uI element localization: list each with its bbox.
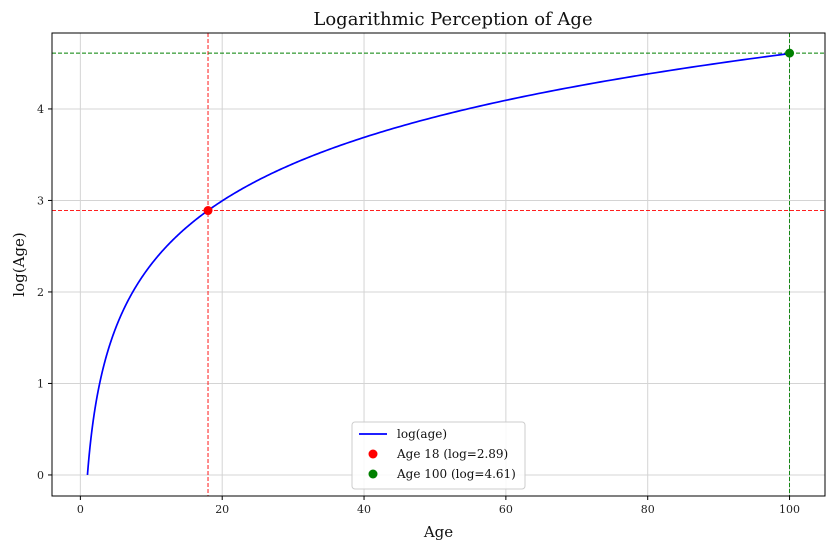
highlight-point-2	[785, 48, 795, 58]
y-tick-label: 0	[37, 469, 44, 482]
points-layer	[203, 48, 795, 216]
legend: log(age) Age 18 (log=2.89) Age 100 (log=4.…	[351, 421, 526, 490]
legend-label-log-age: log(age)	[397, 427, 447, 441]
y-tick-label: 1	[37, 377, 44, 390]
ticks: 0 20 40 60 80 100 0 1 2 3 4	[37, 103, 800, 516]
y-tick-label: 4	[37, 103, 44, 116]
x-tick-label: 60	[499, 503, 513, 516]
series-line-log-age	[86, 52, 790, 476]
legend-label-point-1: Age 18 (log=2.89)	[396, 447, 508, 461]
x-tick-label: 0	[77, 503, 84, 516]
legend-label-point-2: Age 100 (log=4.61)	[396, 467, 516, 481]
legend-marker-2	[368, 469, 378, 479]
y-tick-label: 2	[37, 286, 44, 299]
legend-marker-1	[368, 449, 378, 459]
y-axis-label: log(Age)	[10, 232, 28, 296]
y-tick-label: 3	[37, 194, 44, 207]
chart-title: Logarithmic Perception of Age	[313, 9, 592, 30]
x-tick-label: 40	[357, 503, 371, 516]
plot-area	[51, 32, 826, 497]
series-layer	[86, 52, 790, 476]
legend-box	[351, 421, 526, 490]
x-tick-label: 80	[641, 503, 655, 516]
x-tick-label: 20	[215, 503, 229, 516]
reference-lines	[52, 33, 825, 496]
x-axis-label: Age	[423, 523, 453, 541]
x-tick-label: 100	[779, 503, 800, 516]
highlight-point-1	[203, 206, 213, 216]
